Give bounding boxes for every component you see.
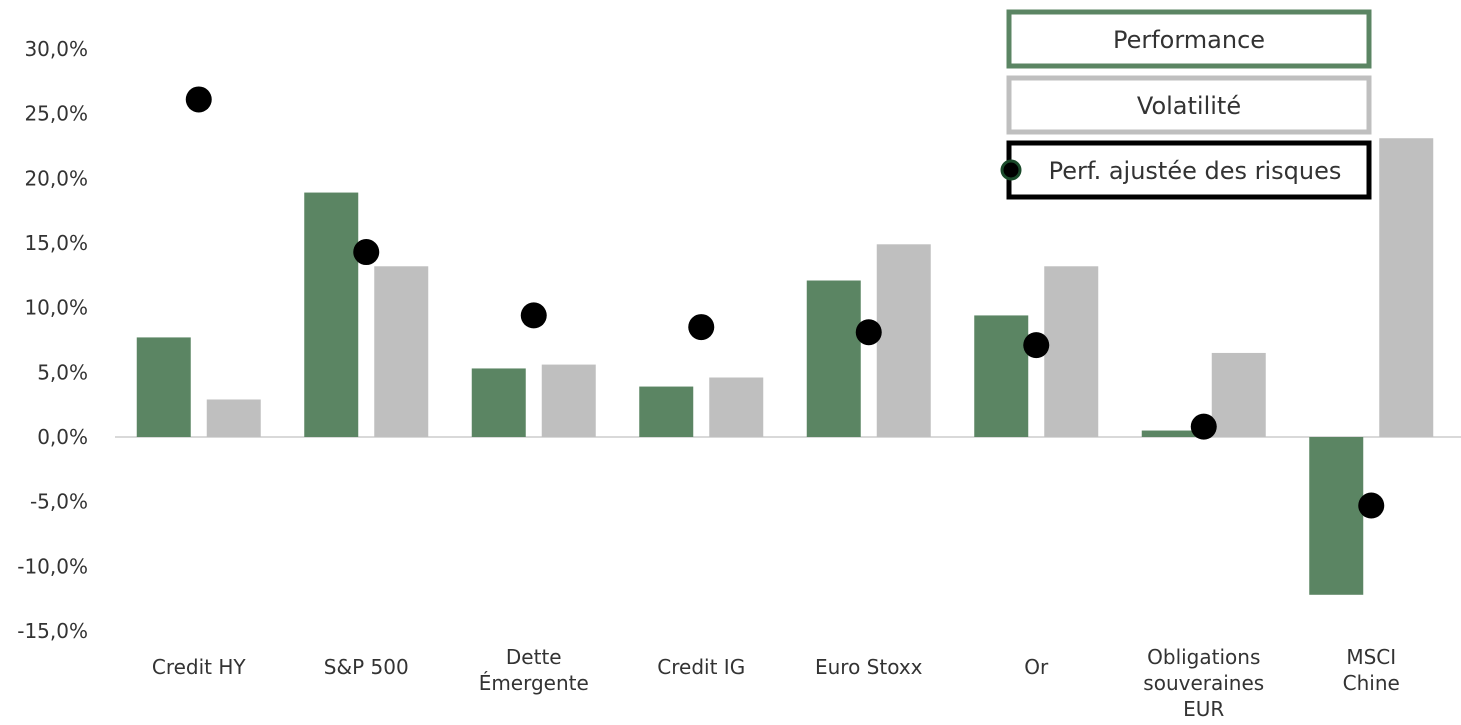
bar-volatilite (709, 377, 764, 437)
point-perf-ajustee (1023, 332, 1050, 359)
legend-label: Volatilité (1137, 92, 1241, 120)
y-axis: -15,0% -10,0% -5,0% 0,0% 5,0% 10,0% 15,0% 20,0%… (17, 37, 88, 643)
bar-volatilite (1379, 138, 1434, 438)
x-tick-label: Obligations souveraines EUR (1143, 645, 1264, 721)
legend: Performance Volatilité Perf. ajustée des r… (1000, 9, 1372, 200)
y-tick-label: 20,0% (24, 166, 88, 190)
y-tick-label: 0,0% (37, 425, 88, 449)
y-tick-label: -5,0% (30, 490, 88, 514)
x-tick-label: Credit IG (657, 655, 745, 679)
bar-volatilite (1044, 266, 1099, 437)
y-tick-label: -10,0% (17, 554, 88, 578)
bar-performance (1309, 437, 1364, 595)
x-tick-label: Or (1024, 655, 1049, 679)
bar-volatilite (206, 399, 261, 437)
x-tick-label: Dette Émergente (479, 645, 589, 695)
bar-volatilite (876, 244, 931, 437)
point-perf-ajustee (185, 86, 212, 113)
legend-item-volatilite: Volatilité (1006, 75, 1372, 135)
x-axis: Credit HY S&P 500 Dette Émergente Credit IG E… (152, 645, 1400, 721)
bar-performance (1141, 430, 1196, 437)
legend-marker (1000, 159, 1022, 181)
x-tick-label: S&P 500 (324, 655, 409, 679)
legend-label: Performance (1113, 26, 1265, 54)
point-perf-ajustee (353, 239, 380, 266)
y-tick-label: 5,0% (37, 360, 88, 384)
y-tick-label: 25,0% (24, 102, 88, 126)
point-perf-ajustee (1190, 413, 1217, 440)
x-tick-label: Euro Stoxx (815, 655, 923, 679)
legend-label: Perf. ajustée des risques (1049, 157, 1342, 185)
legend-item-perf-ajustee: Perf. ajustée des risques (1000, 140, 1372, 200)
bar-performance (639, 386, 694, 437)
bar-performance (471, 368, 526, 437)
x-tick-label: Credit HY (152, 655, 247, 679)
points-group (185, 86, 1385, 519)
bar-volatilite (1211, 352, 1266, 437)
bar-performance (806, 280, 861, 437)
bar-volatilite (541, 364, 596, 437)
y-tick-label: 10,0% (24, 296, 88, 320)
y-tick-label: 15,0% (24, 231, 88, 255)
bar-performance (304, 192, 359, 437)
bar-performance (974, 315, 1029, 437)
bar-performance (136, 337, 191, 437)
legend-item-performance: Performance (1006, 9, 1372, 69)
point-perf-ajustee (855, 319, 882, 346)
bars-group (136, 138, 1434, 595)
point-perf-ajustee (520, 302, 547, 329)
point-perf-ajustee (688, 314, 715, 341)
y-tick-label: 30,0% (24, 37, 88, 61)
bar-volatilite (374, 266, 429, 437)
x-tick-label: MSCI Chine (1343, 645, 1400, 695)
y-tick-label: -15,0% (17, 619, 88, 643)
point-perf-ajustee (1358, 492, 1385, 519)
